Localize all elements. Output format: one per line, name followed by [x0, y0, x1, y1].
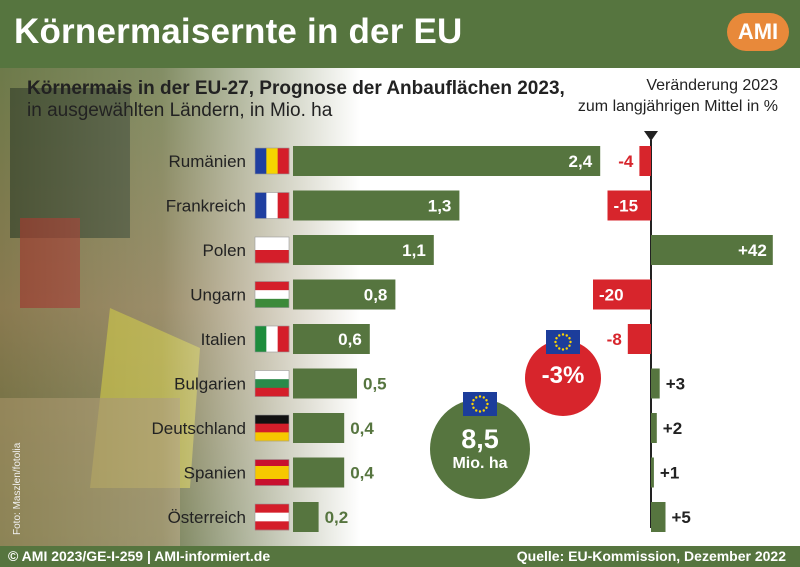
- area-value-label: 1,3: [428, 197, 452, 216]
- area-value-label: 0,2: [325, 508, 349, 527]
- change-bar: [639, 146, 651, 176]
- change-bar: [593, 279, 651, 310]
- hungary-flag-icon: [254, 281, 290, 308]
- area-value-label: 0,4: [350, 419, 374, 438]
- change-value-label: -20: [599, 286, 624, 305]
- bulgaria-flag-icon: [254, 370, 290, 397]
- area-bar: [293, 413, 345, 443]
- header-bar: Körnermaisernte in der EU AMI: [0, 0, 800, 68]
- footer-source: Quelle: EU-Kommission, Dezember 2022: [516, 548, 786, 564]
- area-value-label: 0,8: [364, 286, 388, 305]
- poland-flag-icon: [254, 236, 290, 264]
- area-bar: [293, 502, 319, 532]
- area-bar: [293, 457, 345, 488]
- country-label: Italien: [201, 330, 246, 349]
- change-value-label: +2: [663, 419, 682, 438]
- country-label: Österreich: [168, 508, 246, 527]
- area-value-label: 2,4: [569, 152, 593, 171]
- area-bar: [293, 324, 370, 354]
- austria-flag-icon: [254, 503, 290, 531]
- change-value-label: +3: [666, 375, 685, 394]
- area-value-label: 0,5: [363, 375, 387, 394]
- chart-subtitle-line2: in ausgewählten Ländern, in Mio. ha: [27, 100, 333, 121]
- country-label: Frankreich: [166, 197, 246, 216]
- country-label: Ungarn: [190, 286, 246, 305]
- country-label: Polen: [203, 241, 246, 260]
- area-value-label: 0,6: [338, 330, 362, 349]
- change-bar: [651, 368, 660, 399]
- country-label: Spanien: [184, 464, 246, 483]
- change-value-label: +1: [660, 464, 679, 483]
- change-bar: [651, 502, 666, 532]
- area-bar: [293, 146, 601, 176]
- france-flag-icon: [254, 192, 290, 219]
- change-bar: [651, 235, 773, 265]
- area-value-label: 1,1: [402, 241, 426, 260]
- change-bar: [651, 413, 657, 443]
- eu-change-value: -3%: [541, 362, 585, 389]
- area-bar: [293, 190, 460, 221]
- change-axis-marker: [644, 131, 658, 141]
- country-label: Deutschland: [151, 419, 246, 438]
- change-value-label: -4: [618, 152, 634, 171]
- country-label: Rumänien: [169, 152, 247, 171]
- change-bar: [651, 457, 654, 488]
- eu-flag-icon: [546, 330, 580, 354]
- eu-total-circle: 8,5 Mio. ha: [430, 399, 530, 499]
- chart-subtitle-line1: Körnermais in der EU-27, Prognose der An…: [27, 78, 565, 99]
- area-bar: [293, 235, 434, 265]
- change-note-line1: Veränderung 2023: [646, 77, 778, 94]
- italy-flag-icon: [254, 325, 290, 353]
- area-bar: [293, 279, 396, 310]
- romania-flag-icon: [254, 147, 290, 175]
- country-label: Bulgarien: [174, 375, 246, 394]
- footer-copyright: © AMI 2023/GE-I-259 | AMI-informiert.de: [8, 548, 271, 564]
- area-bar: [293, 368, 357, 399]
- footer-bar: © AMI 2023/GE-I-259 | AMI-informiert.de …: [0, 546, 800, 567]
- change-value-label: +5: [672, 508, 691, 527]
- spain-flag-icon: [254, 459, 290, 486]
- change-bar: [607, 190, 651, 221]
- background-photo: [0, 68, 360, 546]
- photo-credit: Foto: Maszlen/fotolia: [12, 442, 23, 535]
- page-title: Körnermaisernte in der EU: [14, 12, 463, 51]
- change-value-label: -8: [607, 330, 622, 349]
- change-value-label: -15: [614, 197, 639, 216]
- eu-flag-icon: [463, 392, 497, 416]
- germany-flag-icon: [254, 414, 290, 442]
- change-bar: [627, 324, 651, 354]
- change-value-label: +42: [738, 241, 767, 260]
- change-note-line2: zum langjährigen Mittel in %: [577, 98, 778, 115]
- eu-total-value: 8,5: [461, 424, 499, 454]
- ami-logo: AMI: [727, 13, 789, 51]
- eu-total-unit: Mio. ha: [452, 455, 508, 472]
- area-value-label: 0,4: [350, 464, 374, 483]
